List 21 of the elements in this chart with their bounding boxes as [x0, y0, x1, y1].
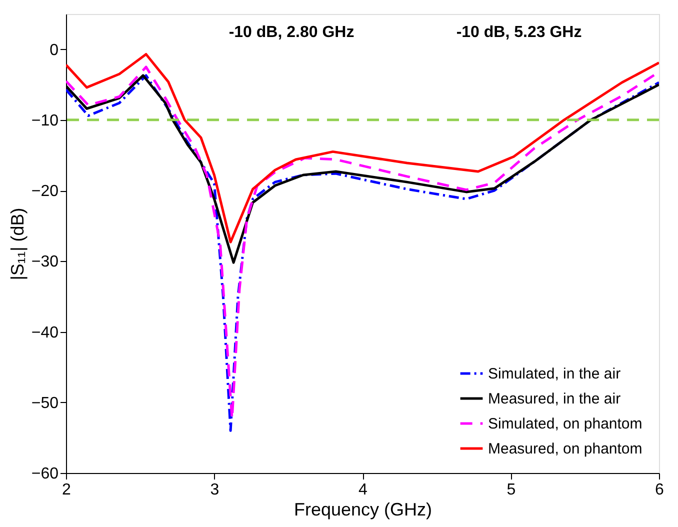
y-tick-label: −30: [31, 254, 59, 271]
y-tick-label: −10: [31, 112, 59, 130]
x-tick-label: 5: [506, 482, 516, 498]
legend-label: Measured, on phantom: [488, 440, 642, 458]
legend-label: Measured, in the air: [488, 390, 621, 408]
x-tick-label: 3: [210, 482, 220, 498]
x-tick-label: 4: [358, 482, 368, 498]
y-axis-title: |S₁₁| (dB): [7, 208, 28, 280]
x-axis-title: Frequency (GHz): [294, 500, 432, 520]
annotation: -10 dB, 2.80 GHz: [228, 24, 354, 41]
legend-label: Simulated, in the air: [488, 366, 621, 382]
y-tick-label: −50: [31, 394, 59, 412]
y-tick-label: 0: [50, 42, 59, 59]
y-tick-label: −60: [31, 466, 59, 482]
x-tick-label: 2: [62, 482, 72, 498]
y-tick-label: −40: [31, 324, 59, 342]
line-series: [66, 53, 659, 244]
x-tick-label: 6: [655, 482, 664, 498]
annotation: -10 dB, 5.23 GHz: [456, 24, 582, 41]
y-tick-label: −20: [31, 183, 59, 200]
legend-label: Simulated, on phantom: [488, 416, 642, 432]
